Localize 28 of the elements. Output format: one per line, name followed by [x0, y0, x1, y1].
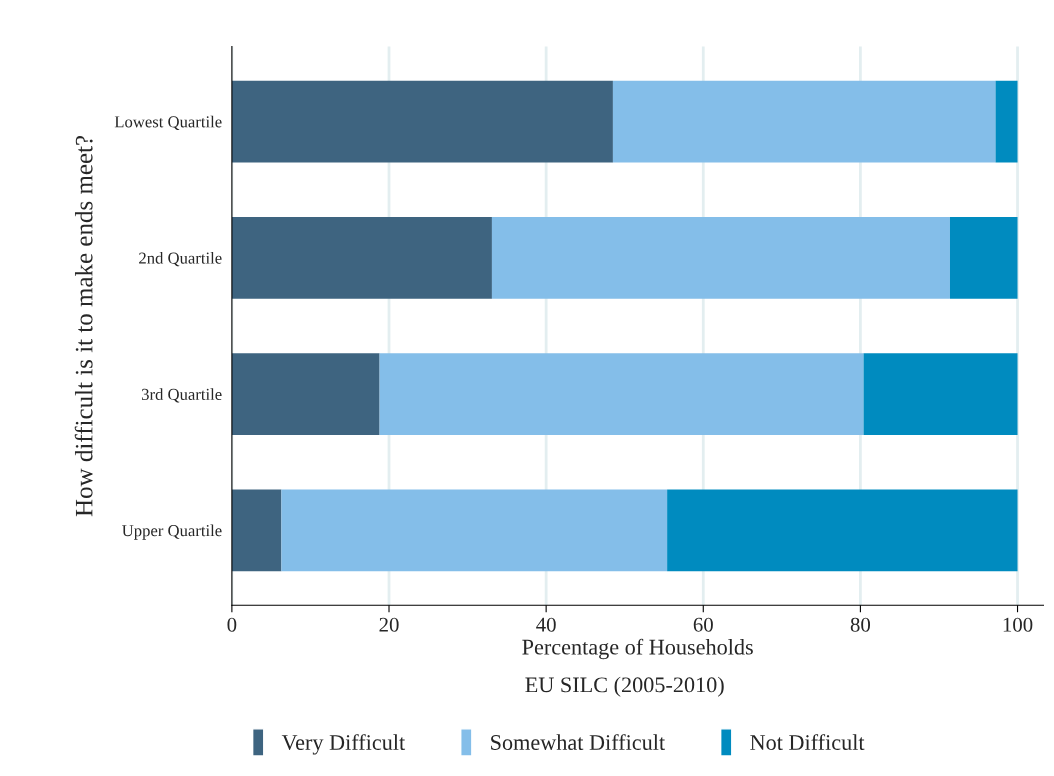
bar: [667, 489, 1018, 572]
legend-label: Very Difficult: [281, 734, 406, 755]
bar: [281, 489, 668, 572]
x-axis-title: Percentage of Households: [522, 638, 753, 660]
y-tick-label: Upper Quartile: [122, 524, 222, 540]
legend-label: Somewhat Difficult: [491, 734, 665, 750]
bar: [231, 80, 613, 163]
y-tick-label: 3rd Quartile: [141, 388, 222, 403]
bar: [231, 216, 492, 299]
bar: [491, 216, 950, 299]
x-tick-label: 60: [693, 617, 713, 632]
bar: [949, 216, 1018, 299]
x-tick-label: 20: [379, 617, 399, 632]
y-tick-label: 2nd Quartile: [139, 252, 222, 267]
x-tick-label: 0: [227, 617, 237, 632]
y-tick-label: Lowest Quartile: [114, 115, 222, 130]
x-tick-label: 80: [850, 617, 871, 632]
bar: [379, 353, 864, 435]
x-tick-label: 40: [536, 617, 556, 632]
bar: [995, 80, 1018, 163]
bar: [231, 489, 282, 572]
bar: [863, 353, 1018, 435]
text: EU SILC (2005-2010): [525, 676, 724, 697]
bar: [612, 80, 996, 163]
legend-label: Not Difficult: [750, 734, 865, 750]
y-axis-title: How difficult is it to make ends meet?: [74, 135, 93, 517]
bar: [231, 353, 380, 435]
x-tick-label: 100: [1003, 617, 1033, 632]
